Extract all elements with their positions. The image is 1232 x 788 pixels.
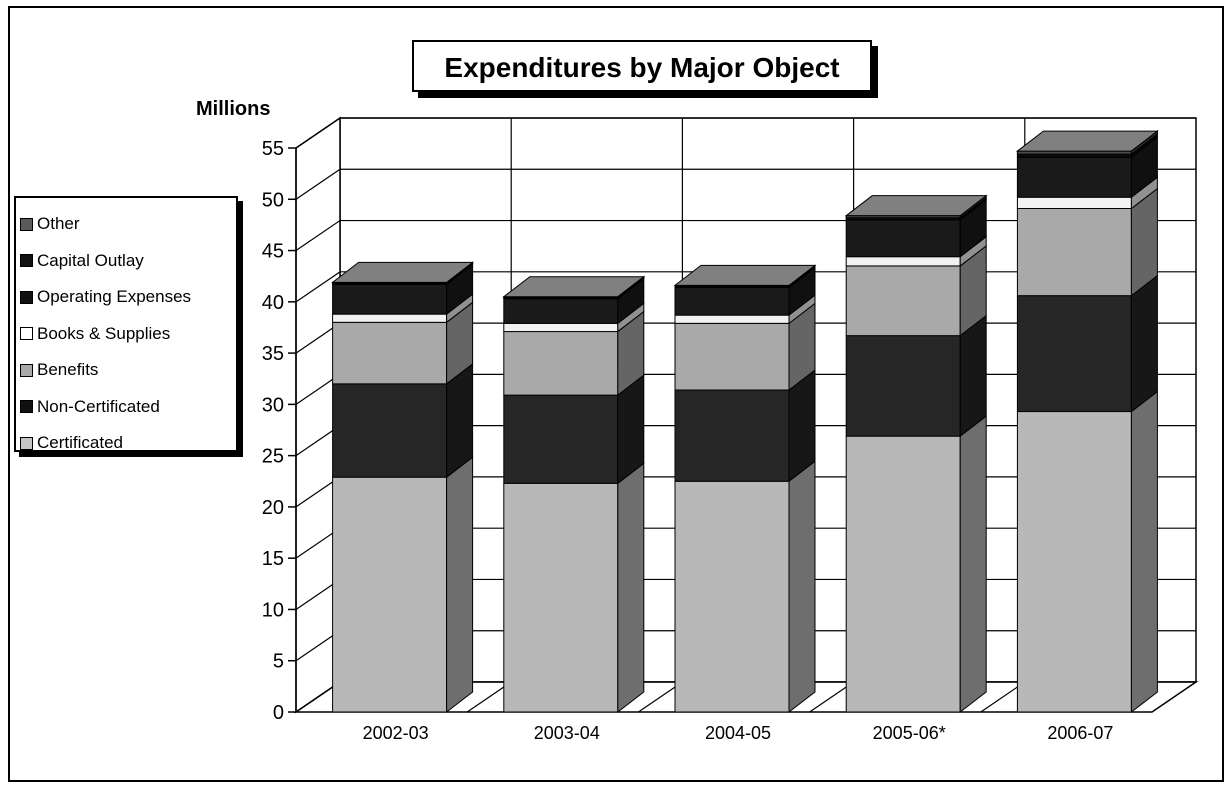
bar-operating-expenses-front xyxy=(1016,156,1132,198)
bar-other-top xyxy=(673,264,817,286)
bar-books-supplies-front xyxy=(332,313,448,323)
bar-other-top xyxy=(331,261,475,283)
legend-item-operating-expenses: Operating Expenses xyxy=(16,279,236,316)
legend-swatch-other xyxy=(20,217,33,231)
legend-swatch-capital-outlay xyxy=(20,254,33,268)
chart-title: Expenditures by Major Object xyxy=(412,40,872,92)
bar-certificated-front xyxy=(1016,411,1132,713)
y-tick-label: 35 xyxy=(262,343,284,365)
bar-certificated-side xyxy=(1130,390,1158,714)
x-tick-label: 2004-05 xyxy=(705,723,771,743)
bar-operating-expenses-front xyxy=(674,286,790,316)
legend-swatch-books-supplies xyxy=(20,327,33,341)
legend-label-operating-expenses: Operating Expenses xyxy=(37,287,192,307)
bar-benefits-front xyxy=(332,321,448,385)
legend-label-books-supplies: Books & Supplies xyxy=(37,323,171,343)
bar-certificated-side xyxy=(446,456,474,714)
bar-other-top xyxy=(844,195,988,217)
bar-certificated-side xyxy=(959,415,987,714)
gridline xyxy=(295,117,1196,149)
legend-item-other: Other xyxy=(16,206,236,243)
y-tick-label: 45 xyxy=(262,241,284,263)
bar-certificated-side xyxy=(788,460,816,714)
legend-item-certificated: Certificated xyxy=(16,425,236,462)
bar-non-certificated-side xyxy=(1130,274,1158,413)
legend-item-capital-outlay: Capital Outlay xyxy=(16,243,236,280)
legend-label-other: Other xyxy=(37,214,80,234)
y-tick-label: 0 xyxy=(273,702,284,724)
legend-item-non-certificated: Non-Certificated xyxy=(16,389,236,426)
bar-non-certificated-side xyxy=(959,314,987,438)
gridline xyxy=(295,168,1196,200)
bar-certificated-front xyxy=(674,480,790,713)
bar-books-supplies-front xyxy=(845,256,961,267)
bar-benefits-front xyxy=(674,322,790,391)
bar-certificated-front xyxy=(332,476,448,713)
legend-label-certificated: Certificated xyxy=(37,433,123,453)
bar-certificated-front xyxy=(503,482,619,713)
y-tick-label: 40 xyxy=(262,292,284,314)
legend-swatch-non-certificated xyxy=(20,400,33,414)
bar-non-certificated-front xyxy=(1016,295,1132,413)
legend: Other Capital Outlay Operating Expenses … xyxy=(14,196,238,452)
legend-label-benefits: Benefits xyxy=(37,360,99,380)
legend-swatch-certificated xyxy=(20,436,33,450)
y-axis-label: Millions xyxy=(196,98,271,120)
y-tick-label: 10 xyxy=(262,599,284,621)
x-tick-label: 2005-06* xyxy=(873,723,946,743)
bar-benefits-front xyxy=(845,265,961,337)
legend-swatch-operating-expenses xyxy=(20,290,33,304)
y-tick-label: 25 xyxy=(262,446,284,468)
bar-other-top xyxy=(502,276,646,298)
x-tick-label: 2003-04 xyxy=(534,723,600,743)
legend-swatch-benefits xyxy=(20,363,33,377)
bar-operating-expenses-front xyxy=(503,298,619,324)
legend-label-capital-outlay: Capital Outlay xyxy=(37,250,144,270)
bar-operating-expenses-front xyxy=(332,283,448,315)
x-tick-label: 2006-07 xyxy=(1047,723,1113,743)
bar-books-supplies-front xyxy=(1016,196,1132,210)
y-tick-label: 5 xyxy=(273,651,284,673)
bar-books-supplies-front xyxy=(674,314,790,324)
bar-non-certificated-front xyxy=(503,394,619,484)
bar-benefits-front xyxy=(1016,208,1132,297)
y-tick-label: 20 xyxy=(262,497,284,519)
legend-label-non-certificated: Non-Certificated xyxy=(37,396,160,416)
bar-non-certificated-front xyxy=(332,383,448,478)
x-tick-label: 2002-03 xyxy=(363,723,429,743)
bar-non-certificated-front xyxy=(674,389,790,482)
y-tick-label: 30 xyxy=(262,394,284,416)
y-tick-label: 50 xyxy=(262,189,284,211)
bar-benefits-front xyxy=(503,331,619,396)
y-tick-label: 55 xyxy=(262,138,284,160)
bar-non-certificated-front xyxy=(845,335,961,437)
legend-item-benefits: Benefits xyxy=(16,352,236,389)
bar-operating-expenses-front xyxy=(845,219,961,258)
bar-certificated-front xyxy=(845,435,961,713)
legend-item-books-supplies: Books & Supplies xyxy=(16,316,236,353)
bar-books-supplies-front xyxy=(503,322,619,333)
bar-certificated-side xyxy=(617,462,645,714)
y-tick-label: 15 xyxy=(262,548,284,570)
bar-other-top xyxy=(1015,130,1159,152)
